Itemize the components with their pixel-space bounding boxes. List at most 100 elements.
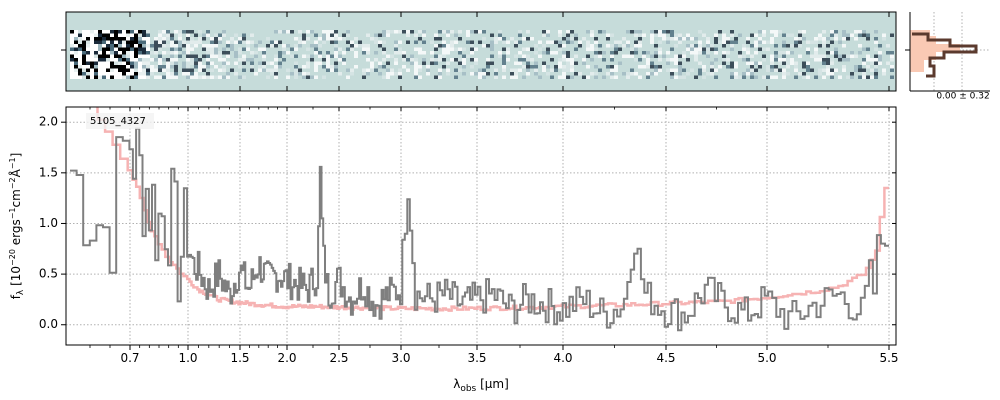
spec2d-pixel [874, 40, 878, 44]
spec2d-pixel [634, 72, 638, 76]
spec2d-pixel [574, 61, 578, 65]
spec2d-pixel [890, 68, 894, 72]
spec2d-pixel [790, 44, 794, 48]
spec2d-pixel [174, 47, 178, 51]
spec2d-pixel [614, 51, 618, 55]
spec2d-pixel [142, 30, 146, 34]
spec2d-pixel [434, 33, 438, 37]
spec2d-pixel [650, 33, 654, 37]
spec2d-pixel [770, 54, 774, 58]
spec2d-pixel [506, 47, 510, 51]
spec2d-pixel [222, 75, 226, 79]
spec2d-pixel [846, 75, 850, 79]
spec2d-pixel [94, 58, 98, 62]
spec2d-pixel [122, 40, 126, 44]
spec2d-pixel [126, 51, 130, 55]
spec2d-pixel [862, 61, 866, 65]
spec2d-pixel [518, 58, 522, 62]
spec2d-pixel [294, 61, 298, 65]
spec2d-pixel [394, 51, 398, 55]
spec2d-pixel [550, 68, 554, 72]
spec2d-pixel [678, 75, 682, 79]
spec2d-pixel [174, 58, 178, 62]
spec2d-pixel [206, 58, 210, 62]
spec2d-pixel [606, 72, 610, 76]
spec2d-pixel [322, 30, 326, 34]
spec2d-pixel [110, 40, 114, 44]
spec2d-pixel [114, 68, 118, 72]
spec2d-pixel [398, 40, 402, 44]
spec2d-pixel [254, 44, 258, 48]
spec2d-pixel [558, 44, 562, 48]
spec2d-pixel [154, 37, 158, 41]
spec2d-pixel [558, 33, 562, 37]
spec2d-pixel [442, 40, 446, 44]
spec2d-pixel [638, 30, 642, 34]
spec2d-pixel [666, 37, 670, 41]
spec2d-pixel [114, 44, 118, 48]
spec2d-pixel [438, 54, 442, 58]
spec2d-pixel [618, 47, 622, 51]
spec2d-pixel [298, 72, 302, 76]
spec2d-pixel [434, 47, 438, 51]
spec2d-pixel [518, 68, 522, 72]
spec2d-pixel [94, 37, 98, 41]
spec2d-pixel [530, 65, 534, 69]
spec2d-pixel [82, 40, 86, 44]
spec2d-pixel [210, 37, 214, 41]
spec2d-pixel [814, 54, 818, 58]
spec2d-pixel [406, 58, 410, 62]
spec2d-pixel [798, 30, 802, 34]
spec2d-pixel [210, 54, 214, 58]
spec2d-pixel [98, 40, 102, 44]
spec2d-pixel [586, 47, 590, 51]
spec2d-pixel [146, 33, 150, 37]
spec2d-pixel [158, 30, 162, 34]
spec2d-pixel [542, 33, 546, 37]
spec2d-pixel [514, 75, 518, 79]
spec2d-pixel [414, 61, 418, 65]
spec2d-pixel [514, 54, 518, 58]
spec2d-pixel [198, 40, 202, 44]
spec2d-pixel [78, 40, 82, 44]
spec2d-pixel [822, 54, 826, 58]
spec2d-pixel [106, 33, 110, 37]
spec2d-pixel [746, 58, 750, 62]
spec2d-pixel [614, 75, 618, 79]
spec2d-pixel [114, 61, 118, 65]
spec2d-pixel [230, 68, 234, 72]
spec2d-pixel [302, 75, 306, 79]
spec2d-pixel [418, 68, 422, 72]
spec2d-pixel [174, 75, 178, 79]
spec2d-pixel [458, 68, 462, 72]
spec2d-pixel [510, 75, 514, 79]
spec2d-pixel [382, 40, 386, 44]
spec2d-pixel [782, 61, 786, 65]
spec2d-pixel [98, 65, 102, 69]
spec2d-pixel [542, 68, 546, 72]
spec2d-pixel [238, 47, 242, 51]
spec2d-pixel [122, 58, 126, 62]
spec2d-pixel [246, 40, 250, 44]
spec2d-pixel [290, 54, 294, 58]
spec2d-pixel [314, 40, 318, 44]
spec2d-pixel [554, 51, 558, 55]
spec2d-pixel [166, 33, 170, 37]
spec2d-pixel [662, 33, 666, 37]
spec2d-pixel [74, 33, 78, 37]
spec2d-pixel [174, 61, 178, 65]
spec2d-pixel [430, 51, 434, 55]
spec2d-pixel [502, 65, 506, 69]
spec2d-pixel [526, 72, 530, 76]
spec2d-pixel [686, 72, 690, 76]
spec2d-pixel [630, 47, 634, 51]
spec2d-pixel [398, 30, 402, 34]
spec2d-pixel [682, 68, 686, 72]
spec2d-pixel [738, 75, 742, 79]
spec2d-pixel [282, 30, 286, 34]
spec2d-pixel [198, 65, 202, 69]
spec2d-pixel [98, 37, 102, 41]
spec2d-pixel [210, 47, 214, 51]
spec2d-pixel [478, 72, 482, 76]
spec2d-pixel [754, 75, 758, 79]
